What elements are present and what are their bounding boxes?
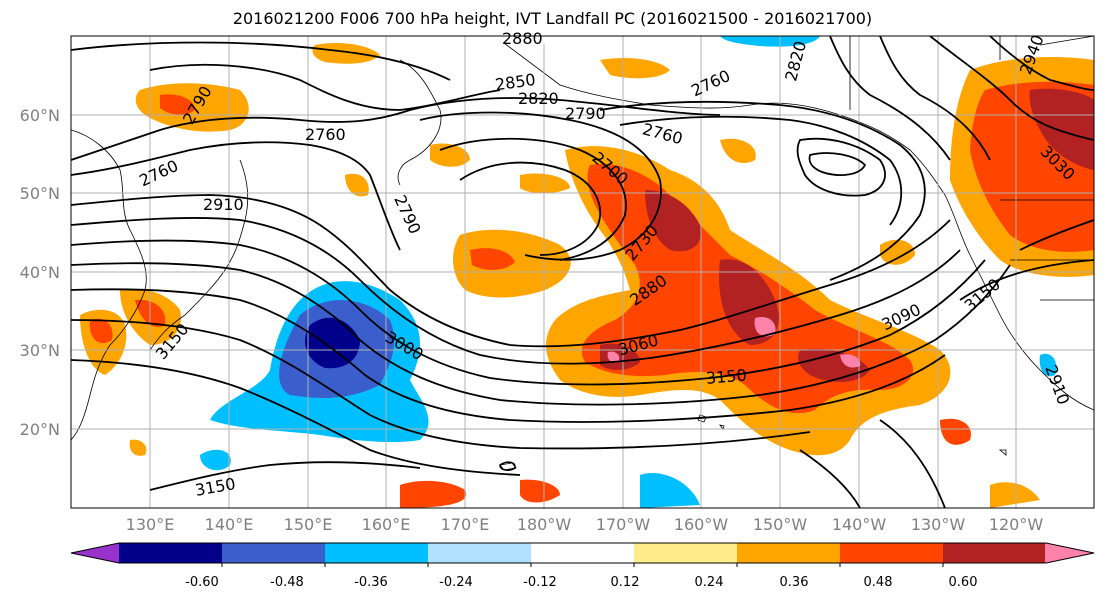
lon-label: 170°E (441, 515, 490, 534)
colorbar-swatch (325, 543, 429, 563)
colorbar: -0.60 -0.48 -0.36 -0.24 -0.12 0.12 0.24 … (70, 542, 1095, 590)
ivt-shading (71, 36, 1094, 508)
lon-label: 130°E (126, 515, 175, 534)
colorbar-tick-label: -0.60 (185, 575, 219, 590)
contour-label: 2790 (565, 104, 606, 123)
lon-label: 130°W (911, 515, 966, 534)
lat-label: 60°N (20, 106, 60, 125)
colorbar-tick-label: 0.24 (695, 575, 724, 590)
lon-label: 150°W (753, 515, 808, 534)
lat-label: 50°N (20, 184, 60, 203)
colorbar-tick-label: -0.48 (270, 575, 304, 590)
contour-label: 2880 (502, 29, 543, 48)
lon-label: 140°E (205, 515, 254, 534)
lon-label: 160°W (674, 515, 729, 534)
colorbar-swatch (943, 543, 1047, 563)
colorbar-swatch (737, 543, 841, 563)
lon-label: 120°W (989, 515, 1044, 534)
contour-label: 2820 (518, 89, 559, 108)
colorbar-swatch (531, 543, 635, 563)
longitude-labels: 130°E 140°E 150°E 160°E 170°E 180°W 170°… (126, 515, 1044, 534)
colorbar-swatch (634, 543, 738, 563)
colorbar-tick-label: 0.60 (949, 575, 978, 590)
contour-label: 2910 (203, 195, 244, 214)
colorbar-swatch (428, 543, 532, 563)
colorbar-tick-label: -0.36 (354, 575, 388, 590)
plot-frame (70, 35, 1095, 509)
colorbar-swatch (119, 543, 223, 563)
contour-label: 3150 (705, 365, 747, 387)
lon-label: 160°E (362, 515, 411, 534)
gridlines (71, 36, 1094, 508)
contour-label: 2760 (305, 125, 346, 144)
colorbar-tick-label: -0.12 (523, 575, 557, 590)
colorbar-swatch (840, 543, 944, 563)
lon-label: 150°E (284, 515, 333, 534)
lat-label: 30°N (20, 341, 60, 360)
colorbar-tick-label: -0.24 (439, 575, 473, 590)
height-contours (71, 36, 1094, 508)
lat-label: 40°N (20, 263, 60, 282)
lon-label: 180°W (517, 515, 572, 534)
latitude-labels: 60°N 50°N 40°N 30°N 20°N (20, 106, 60, 439)
lon-label: 170°W (596, 515, 651, 534)
lon-label: 140°W (832, 515, 887, 534)
colorbar-tick-labels: -0.60 -0.48 -0.36 -0.24 -0.12 0.12 0.24 … (185, 575, 977, 590)
colorbar-swatch (1045, 543, 1094, 563)
colorbar-tick-label: 0.12 (611, 575, 640, 590)
colorbar-tick-label: 0.36 (780, 575, 809, 590)
colorbar-swatch (71, 543, 120, 563)
colorbar-tick-label: 0.48 (864, 575, 893, 590)
lat-label: 20°N (20, 420, 60, 439)
colorbar-outline (70, 542, 1095, 564)
map-title: 2016021200 F006 700 hPa height, IVT Land… (232, 9, 873, 28)
colorbar-swatch (222, 543, 326, 563)
